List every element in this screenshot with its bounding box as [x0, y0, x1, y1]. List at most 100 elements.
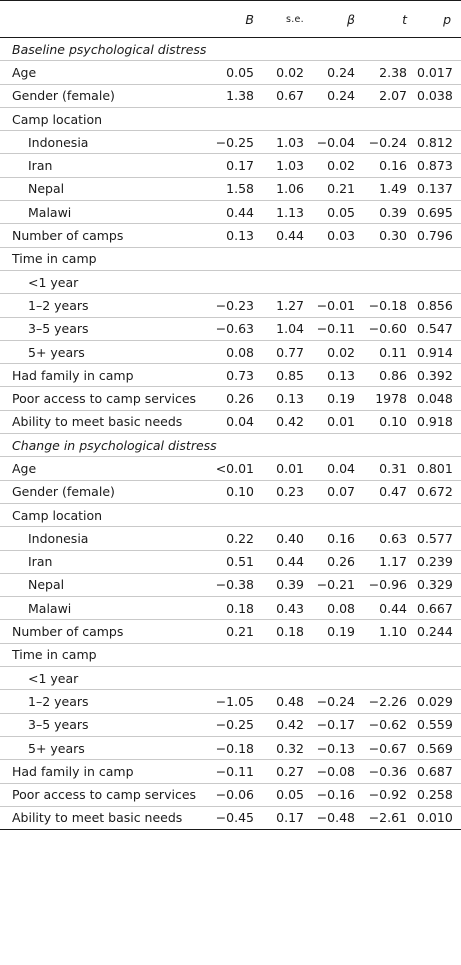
- cell-b: 1.38: [206, 84, 264, 108]
- cell-beta: 0.19: [314, 619, 365, 644]
- row-label: 3–5 years: [0, 317, 206, 341]
- cell-se: 0.01: [264, 456, 314, 481]
- cell-se: 1.06: [264, 177, 314, 202]
- cell-b: 1.58: [206, 177, 264, 202]
- cell-b: −0.45: [206, 806, 264, 831]
- cell-t: 0.47: [365, 480, 417, 504]
- cell-beta: 0.13: [314, 363, 365, 388]
- table-row: 5+ years −0.18 0.32 −0.13 −0.67 0.569: [0, 736, 461, 761]
- cell-beta: −0.04: [314, 130, 365, 155]
- cell-p: 0.695: [417, 200, 461, 225]
- cell-se: 0.85: [264, 363, 314, 388]
- cell-b: [206, 643, 264, 668]
- cell-beta: 0.03: [314, 223, 365, 248]
- cell-beta: −0.24: [314, 689, 365, 714]
- cell-b: −0.38: [206, 573, 264, 598]
- cell-beta: 0.02: [314, 153, 365, 178]
- cell-se: 0.77: [264, 340, 314, 365]
- cell-p: 0.873: [417, 153, 461, 178]
- cell-beta: 0.21: [314, 177, 365, 202]
- cell-p: 0.244: [417, 619, 461, 644]
- cell-se: [264, 270, 314, 295]
- cell-p: 0.029: [417, 689, 461, 714]
- cell-t: −0.60: [365, 317, 417, 341]
- cell-se: 0.02: [264, 60, 314, 85]
- table-row: Age <0.01 0.01 0.04 0.31 0.801: [0, 456, 461, 481]
- cell-se: 0.17: [264, 806, 314, 831]
- cell-b: −0.25: [206, 130, 264, 155]
- cell-p: 0.577: [417, 526, 461, 551]
- row-label: Poor access to camp services: [0, 386, 206, 411]
- cell-se: 0.32: [264, 736, 314, 761]
- cell-beta: 0.02: [314, 340, 365, 365]
- cell-p: [417, 37, 461, 62]
- cell-beta: −0.01: [314, 293, 365, 318]
- section-row: Change in psychological distress: [0, 433, 461, 458]
- cell-t: 2.38: [365, 60, 417, 85]
- row-label: Camp location: [0, 107, 206, 132]
- cell-se: 0.67: [264, 84, 314, 108]
- cell-p: [417, 503, 461, 528]
- cell-se: 0.42: [264, 410, 314, 435]
- cell-t: −0.18: [365, 293, 417, 318]
- table-row: Malawi 0.44 1.13 0.05 0.39 0.695: [0, 200, 461, 225]
- row-label: Ability to meet basic needs: [0, 806, 206, 831]
- header-b: B: [206, 0, 264, 38]
- cell-t: −0.67: [365, 736, 417, 761]
- cell-beta: [314, 643, 365, 668]
- cell-b: [206, 666, 264, 691]
- header-row: B s.e. β t p: [0, 0, 461, 38]
- cell-t: −2.61: [365, 806, 417, 831]
- cell-se: 0.44: [264, 223, 314, 248]
- row-label: 5+ years: [0, 736, 206, 761]
- cell-t: [365, 643, 417, 668]
- cell-beta: 0.01: [314, 410, 365, 435]
- table-row: <1 year: [0, 666, 461, 691]
- cell-p: 0.258: [417, 783, 461, 807]
- row-label: Poor access to camp services: [0, 783, 206, 807]
- cell-p: 0.667: [417, 596, 461, 621]
- cell-p: [417, 433, 461, 458]
- cell-se: 0.13: [264, 386, 314, 411]
- cell-beta: [314, 37, 365, 62]
- cell-b: 0.05: [206, 60, 264, 85]
- table-row: Indonesia 0.22 0.40 0.16 0.63 0.577: [0, 526, 461, 551]
- table-body: Baseline psychological distress Age 0.05 0.…: [0, 37, 461, 831]
- cell-b: [206, 37, 264, 62]
- table-row: Nepal −0.38 0.39 −0.21 −0.96 0.329: [0, 573, 461, 598]
- cell-b: [206, 433, 264, 458]
- cell-t: −0.62: [365, 713, 417, 737]
- header-se: s.e.: [264, 0, 314, 38]
- cell-se: 1.04: [264, 317, 314, 341]
- cell-t: [365, 37, 417, 62]
- cell-b: <0.01: [206, 456, 264, 481]
- cell-se: 0.40: [264, 526, 314, 551]
- cell-b: 0.04: [206, 410, 264, 435]
- cell-p: 0.239: [417, 550, 461, 574]
- table-row: 1–2 years −0.23 1.27 −0.01 −0.18 0.856: [0, 293, 461, 318]
- cell-b: 0.22: [206, 526, 264, 551]
- cell-p: [417, 643, 461, 668]
- cell-b: −1.05: [206, 689, 264, 714]
- table-row: Iran 0.51 0.44 0.26 1.17 0.239: [0, 550, 461, 574]
- cell-b: −0.23: [206, 293, 264, 318]
- cell-b: 0.18: [206, 596, 264, 621]
- cell-beta: −0.48: [314, 806, 365, 831]
- cell-se: 0.44: [264, 550, 314, 574]
- section-title: Baseline psychological distress: [0, 37, 206, 62]
- cell-beta: 0.16: [314, 526, 365, 551]
- cell-t: 0.44: [365, 596, 417, 621]
- cell-p: 0.856: [417, 293, 461, 318]
- cell-beta: [314, 503, 365, 528]
- header-p: p: [417, 0, 461, 38]
- row-label: Malawi: [0, 200, 206, 225]
- cell-p: 0.010: [417, 806, 461, 831]
- cell-se: 1.27: [264, 293, 314, 318]
- cell-se: 0.43: [264, 596, 314, 621]
- cell-p: 0.914: [417, 340, 461, 365]
- cell-b: −0.63: [206, 317, 264, 341]
- cell-t: 0.31: [365, 456, 417, 481]
- cell-beta: [314, 433, 365, 458]
- cell-t: [365, 247, 417, 271]
- table-row: <1 year: [0, 270, 461, 295]
